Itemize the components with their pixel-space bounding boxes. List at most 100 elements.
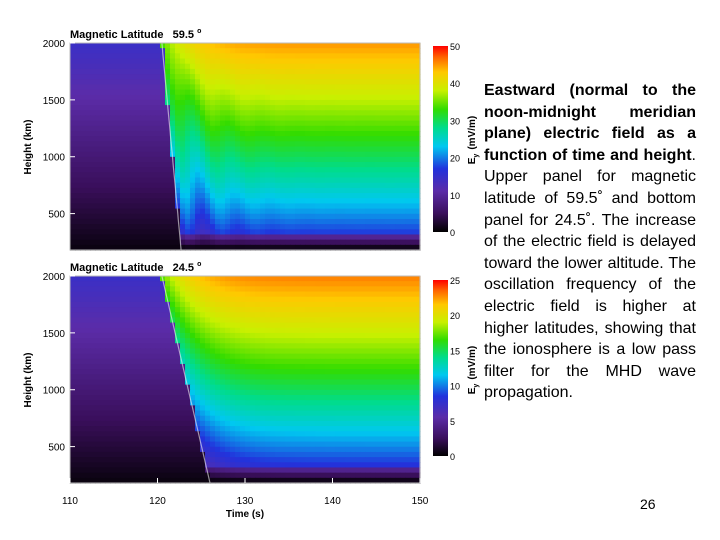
heatmap-cell [320,317,326,324]
heatmap-cell [190,322,196,329]
heatmap-cell [275,99,281,106]
heatmap-cell [335,99,341,106]
heatmap-cell [250,84,256,91]
heatmap-cell [230,286,236,293]
heatmap-cell [290,431,296,438]
heatmap-cell [75,187,81,194]
heatmap-cell [330,79,336,85]
heatmap-cell [310,218,316,225]
heatmap-cell [265,84,271,91]
heatmap-cell [165,281,171,287]
heatmap-cell [95,115,101,122]
heatmap-cell [320,296,326,303]
heatmap-cell [370,301,376,308]
heatmap-cell [170,234,176,241]
heatmap-cell [105,343,111,350]
heatmap-cell [335,79,341,85]
heatmap-cell [145,172,151,179]
heatmap-cell [340,74,346,80]
heatmap-cell [340,68,346,75]
heatmap-cell [95,234,101,241]
heatmap-cell [275,63,281,70]
heatmap-cell [390,317,396,324]
heatmap-cell [280,332,286,339]
heatmap-cell [305,48,311,54]
heatmap-cell [140,84,146,91]
heatmap-cell [320,379,326,386]
heatmap-cell [295,286,301,293]
heatmap-cell [210,182,216,189]
heatmap-cell [265,63,271,70]
heatmap-cell [270,208,276,215]
heatmap-cell [190,156,196,163]
heatmap-cell [105,384,111,391]
heatmap-cell [365,177,371,184]
heatmap-cell [310,322,316,329]
heatmap-cell [70,198,76,205]
heatmap-cell [175,53,181,60]
heatmap-cell [110,177,116,184]
heatmap-cell [210,322,216,329]
heatmap-cell [205,296,211,303]
heatmap-cell [390,105,396,111]
heatmap-cell [280,431,286,438]
heatmap-cell [170,208,176,215]
heatmap-cell [355,74,361,80]
heatmap-cell [100,43,106,49]
heatmap-cell [345,224,351,230]
heatmap-cell [150,312,156,318]
heatmap-cell [220,130,226,137]
heatmap-cell [320,431,326,438]
heatmap-cell [405,94,411,101]
panel-upper: Magnetic Latitude 59.5 o 500100015002000… [23,28,480,251]
heatmap-cell [95,239,101,246]
heatmap-cell [210,94,216,101]
heatmap-cell [375,332,381,339]
heatmap-cell [185,358,191,365]
heatmap-cell [110,74,116,80]
heatmap-cell [145,177,151,184]
heatmap-cell [130,338,136,344]
heatmap-cell [125,224,131,230]
heatmap-cell [130,58,136,65]
heatmap-cell [335,151,341,158]
heatmap-cell [320,281,326,287]
heatmap-cell [180,244,186,251]
heatmap-cell [115,343,121,350]
heatmap-cell [385,58,391,65]
heatmap-cell [130,120,136,127]
heatmap-cell [315,229,321,236]
heatmap-cell [355,276,361,282]
heatmap-cell [340,405,346,412]
heatmap-cell [340,136,346,142]
heatmap-cell [100,343,106,350]
heatmap-cell [220,203,226,210]
heatmap-cell [350,363,356,370]
heatmap-cell [120,172,126,179]
heatmap-cell [215,208,221,215]
heatmap-cell [270,172,276,179]
heatmap-cell [205,187,211,194]
heatmap-cell [120,234,126,241]
heatmap-cell [295,395,301,401]
heatmap-cell [95,286,101,293]
heatmap-cell [355,400,361,406]
heatmap-cell [375,281,381,287]
heatmap-cell [180,105,186,111]
heatmap-cell [135,358,141,365]
heatmap-cell [390,115,396,122]
heatmap-cell [325,224,331,230]
heatmap-cell [280,187,286,194]
heatmap-cell [415,395,421,401]
heatmap-cell [280,384,286,391]
heatmap-cell [335,141,341,148]
heatmap-cell [85,358,91,365]
heatmap-cell [215,84,221,91]
heatmap-cell [185,301,191,308]
heatmap-cell [130,276,136,282]
heatmap-cell [280,203,286,210]
heatmap-cell [275,156,281,163]
heatmap-cell [290,384,296,391]
heatmap-cell [230,172,236,179]
heatmap-cell [380,301,386,308]
